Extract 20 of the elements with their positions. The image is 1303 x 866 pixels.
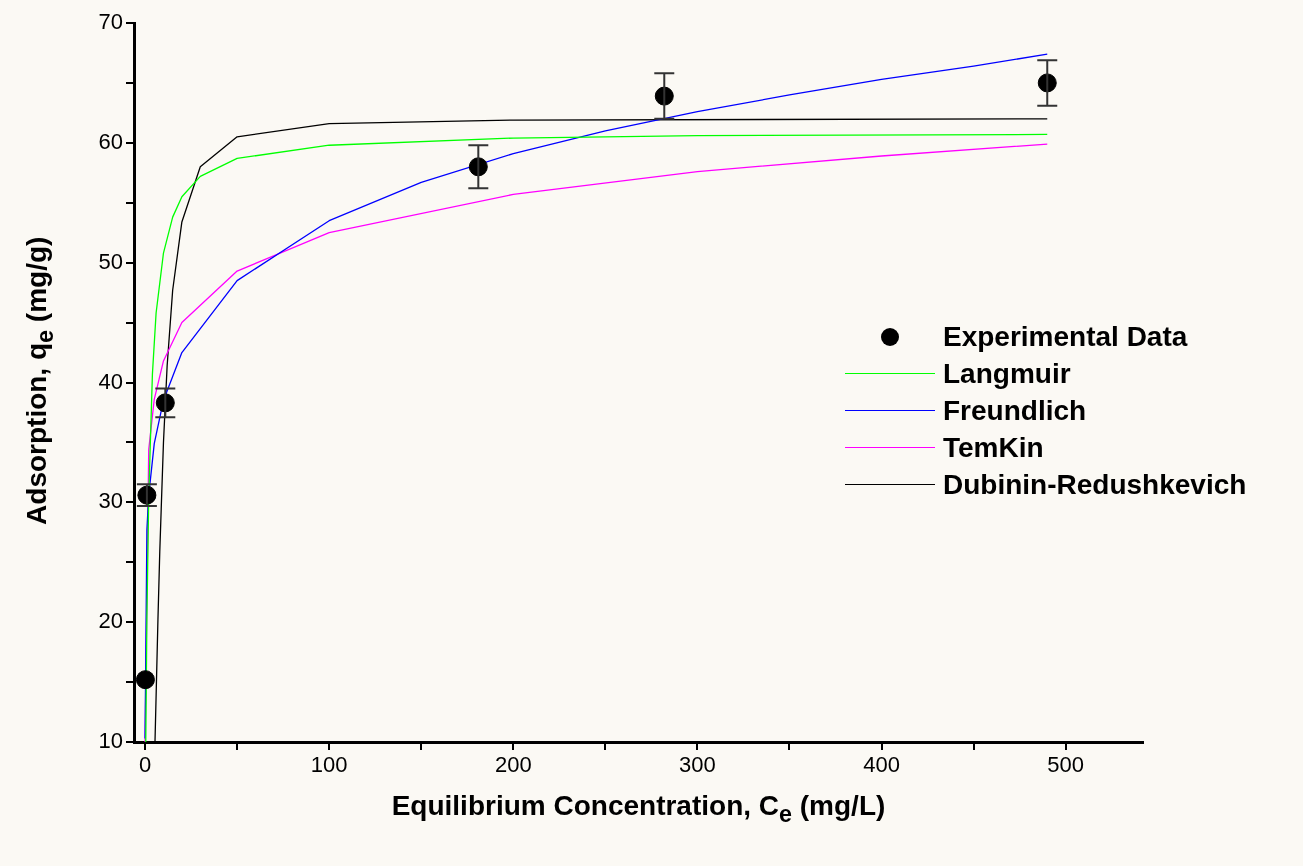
point xyxy=(135,670,155,690)
x-tick-label: 400 xyxy=(863,752,900,778)
legend-label: Freundlich xyxy=(943,394,1087,428)
y-tick-label: 70 xyxy=(98,9,123,35)
legend-label: Experimental Data xyxy=(943,320,1188,354)
y-tick-label: 10 xyxy=(98,728,123,754)
y-tick-label: 60 xyxy=(98,128,123,154)
legend-label: Langmuir xyxy=(943,357,1071,391)
legend-label: TemKin xyxy=(943,431,1044,465)
y-tick-label: 20 xyxy=(98,608,123,634)
x-axis-title: Equilibrium Concentration, C$_{e}$ (mg/L) xyxy=(390,790,887,828)
y-tick-label: 50 xyxy=(98,248,123,274)
x-tick-label: 0 xyxy=(138,752,152,778)
x-tick-label: 300 xyxy=(679,752,716,778)
y-tick-label: 40 xyxy=(98,368,123,394)
x-tick-label: 200 xyxy=(494,752,532,778)
x-tick-label: 500 xyxy=(1047,752,1085,778)
x-tick-label: 100 xyxy=(310,752,348,778)
y-tick-label: 30 xyxy=(98,488,123,514)
legend-label: Dubinin-Redushkevich xyxy=(943,468,1247,502)
